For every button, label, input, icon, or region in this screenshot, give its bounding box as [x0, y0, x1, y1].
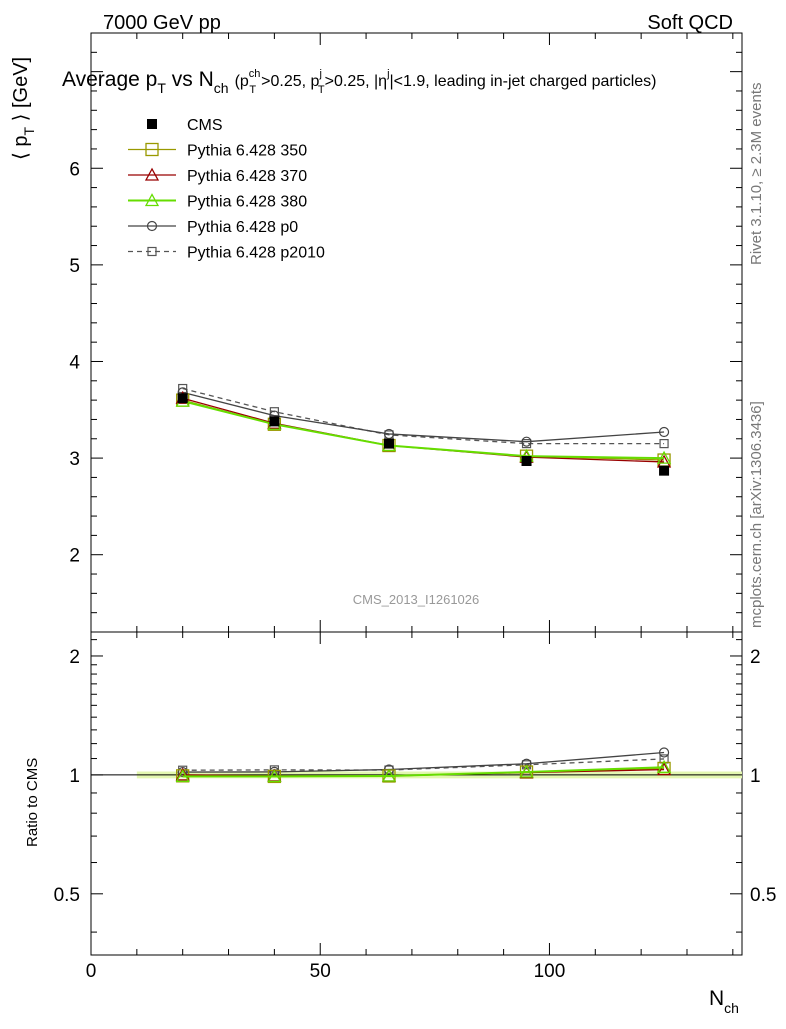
ratio-y-axis-label: Ratio to CMS [24, 758, 41, 847]
data-point [656, 759, 672, 773]
y-tick-label: 2 [69, 546, 80, 567]
series-2 [175, 390, 672, 468]
data-point [175, 768, 190, 782]
series-3 [175, 393, 672, 464]
ratio-y-tick-label: 2 [69, 647, 80, 668]
legend-label: Pythia 6.428 370 [187, 168, 307, 185]
data-point [656, 762, 672, 776]
data-point [381, 768, 397, 782]
data-point [521, 455, 532, 466]
data-point [519, 764, 534, 778]
y-tick-label: 4 [69, 352, 80, 373]
y-tick-label: 5 [69, 256, 80, 277]
data-point [656, 450, 672, 464]
header-right-label: Soft QCD [647, 12, 733, 34]
legend-label: Pythia 6.428 350 [187, 143, 307, 160]
legend-label: Pythia 6.428 380 [187, 194, 307, 211]
y-axis-label: ⟨ pT ⟩ [GeV] [10, 57, 37, 160]
series-line [182, 400, 665, 460]
legend-label: Pythia 6.428 p2010 [187, 245, 325, 262]
legend-label: Pythia 6.428 p0 [187, 219, 298, 236]
data-point [659, 465, 670, 476]
series-line [182, 397, 665, 463]
x-tick-label: 0 [86, 961, 97, 982]
analysis-watermark: CMS_2013_I1261026 [353, 592, 480, 607]
series-line [182, 399, 665, 461]
series-0 [177, 393, 670, 476]
mcplots-label: mcplots.cern.ch [arXiv:1306.3436] [748, 401, 765, 628]
y-tick-label: 3 [69, 449, 80, 470]
data-point [145, 142, 159, 157]
data-point [659, 439, 669, 449]
ratio-y-tick-label-right: 1 [750, 766, 761, 787]
ratio-y-tick-label: 0.5 [54, 885, 80, 906]
series-line [182, 387, 665, 445]
legend-label: CMS [187, 117, 223, 134]
ratio-series-3 [175, 759, 672, 783]
x-tick-label: 50 [310, 961, 331, 982]
ratio-y-tick-label: 1 [69, 766, 80, 787]
data-point [144, 167, 160, 181]
data-point [146, 220, 158, 232]
x-tick-label: 100 [534, 961, 566, 982]
ratio-line [182, 758, 665, 771]
legend-item: CMS [147, 117, 223, 134]
legend: CMS Pythia 6.428 350 Pythia 6.428 370 Pythi… [128, 117, 325, 262]
data-point [521, 758, 532, 769]
ratio-line [182, 766, 665, 778]
series-5 [178, 383, 669, 449]
data-point [147, 119, 157, 129]
data-point [177, 393, 188, 404]
ratio-series [175, 747, 672, 784]
data-point [383, 438, 394, 449]
data-point [521, 436, 532, 447]
ratio-plot-frame [90, 631, 743, 956]
ratio-y-tick-label-right: 0.5 [750, 885, 776, 906]
y-tick-label: 6 [69, 159, 80, 180]
ratio-y-tick-label-right: 2 [750, 647, 761, 668]
main-series [175, 383, 672, 476]
data-point [267, 769, 282, 783]
data-point [658, 426, 670, 438]
data-point [175, 767, 190, 781]
legend-item: Pythia 6.428 350 [128, 143, 307, 160]
legend-item: Pythia 6.428 p2010 [128, 245, 325, 262]
axis-ticks: 0 50 100 2 3 4 5 6 0.5 0.5 1 1 2 2 [54, 32, 776, 982]
data-point [144, 193, 160, 207]
legend-item: Pythia 6.428 p0 [128, 219, 298, 236]
series-line [182, 391, 665, 443]
header-left-label: 7000 GeV pp [103, 12, 221, 34]
data-point [269, 416, 280, 427]
legend-item: Pythia 6.428 380 [128, 193, 307, 211]
rivet-version-label: Rivet 3.1.10, ≥ 2.3M events [748, 83, 765, 266]
plot-title: Average pT vs Nch (pch T >0.25, pj T>0.25, |… [62, 68, 657, 96]
legend-item: Pythia 6.428 370 [128, 167, 307, 185]
series-1 [176, 393, 671, 467]
data-point [147, 246, 157, 257]
x-axis-label: Nch [709, 987, 739, 1016]
data-point [658, 747, 670, 758]
